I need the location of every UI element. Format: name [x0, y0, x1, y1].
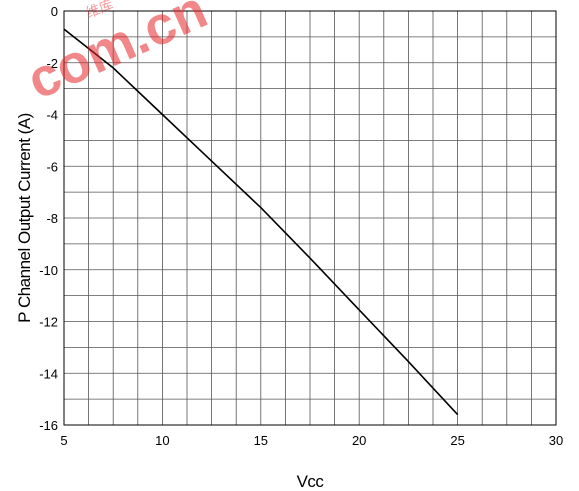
y-tick-label: -14 — [39, 366, 58, 381]
x-tick-label: 10 — [155, 433, 169, 448]
y-tick-label: -8 — [46, 211, 58, 226]
x-tick-label: 20 — [352, 433, 366, 448]
watermark: com.cn — [18, 0, 215, 111]
y-tick-label: -16 — [39, 418, 58, 433]
y-tick-label: -12 — [39, 315, 58, 330]
x-tick-label: 25 — [450, 433, 464, 448]
x-tick-label: 5 — [60, 433, 67, 448]
grid — [64, 11, 556, 425]
y-tick-label: -10 — [39, 263, 58, 278]
x-tick-label: 15 — [254, 433, 268, 448]
x-axis-title: Vcc — [297, 472, 325, 491]
y-tick-label: 0 — [51, 4, 58, 19]
y-axis-title: P Channel Output Current (A) — [15, 113, 34, 323]
x-tick-label: 30 — [549, 433, 563, 448]
x-tick-labels: 5 10 15 20 25 30 — [60, 433, 563, 448]
y-tick-label: -4 — [46, 108, 58, 123]
y-tick-label: -6 — [46, 159, 58, 174]
